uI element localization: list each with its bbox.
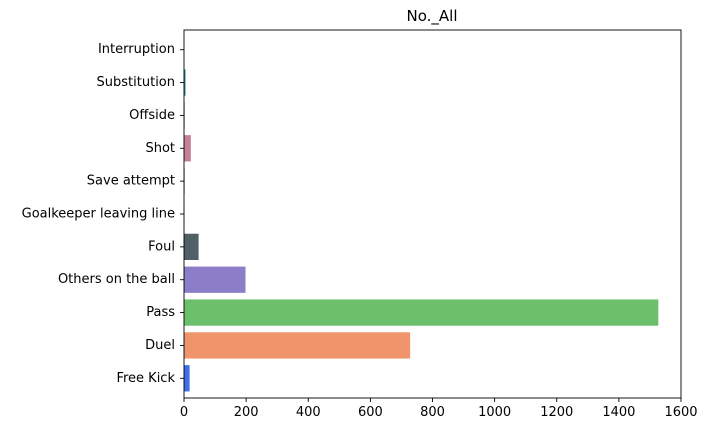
bar-substitution	[184, 69, 186, 96]
y-tick-label: Substitution	[97, 75, 175, 90]
y-tick-label: Pass	[146, 305, 175, 320]
bar-others-on-the-ball	[184, 266, 246, 293]
bar-free-kick	[184, 365, 190, 392]
y-tick-label: Interruption	[98, 42, 175, 57]
y-tick-label: Foul	[148, 239, 175, 254]
bar-shot	[184, 135, 191, 162]
y-axis-ticks: Free Kick Duel Pass Others on the ball Foul G…	[22, 42, 184, 386]
bar-foul	[184, 233, 199, 260]
x-tick-label: 1000	[478, 405, 511, 420]
x-tick-label: 600	[358, 405, 383, 420]
x-tick-label: 1400	[602, 405, 635, 420]
y-tick-label: Offside	[129, 108, 175, 123]
y-tick-label: Save attempt	[87, 174, 175, 189]
bar-duel	[184, 332, 411, 359]
y-tick-label: Duel	[145, 338, 175, 353]
x-tick-label: 0	[180, 405, 188, 420]
axes-frame	[183, 29, 682, 399]
x-tick-label: 400	[296, 405, 321, 420]
y-tick-label: Goalkeeper leaving line	[22, 207, 175, 222]
y-tick-label: Free Kick	[116, 371, 175, 386]
bar-pass	[184, 299, 659, 326]
bars-group	[184, 69, 659, 392]
x-tick-label: 800	[420, 405, 445, 420]
y-tick-label: Others on the ball	[58, 272, 175, 287]
y-tick-label: Shot	[145, 141, 175, 156]
x-tick-label: 200	[234, 405, 259, 420]
x-tick-label: 1600	[664, 405, 697, 420]
x-tick-label: 1200	[540, 405, 573, 420]
chart-title: No._All	[407, 7, 458, 26]
x-axis-ticks: 0 200 400 600 800 1000 1200 1400 1600	[180, 398, 698, 420]
